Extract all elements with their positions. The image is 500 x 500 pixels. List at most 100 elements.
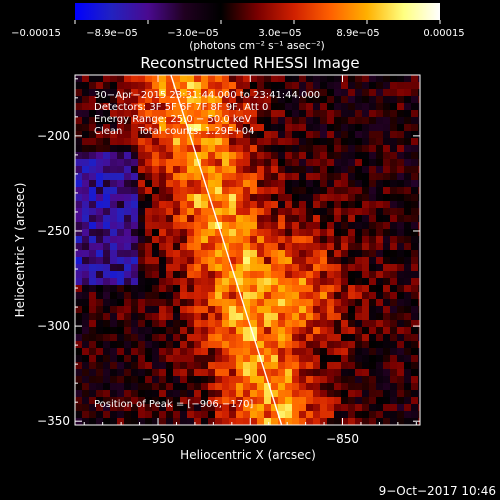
heatmap-cell	[285, 145, 292, 152]
heatmap-cell	[348, 264, 355, 271]
heatmap-cell	[320, 299, 327, 306]
heatmap-cell	[383, 292, 390, 299]
heatmap-cell	[411, 362, 418, 369]
heatmap-cell	[418, 138, 420, 145]
heatmap-cell	[257, 152, 264, 159]
heatmap-cell	[110, 138, 117, 145]
heatmap-cell	[320, 369, 327, 376]
heatmap-cell	[355, 166, 362, 173]
heatmap-cell	[250, 383, 257, 390]
heatmap-cell	[236, 145, 243, 152]
heatmap-cell	[404, 187, 411, 194]
heatmap-cell	[187, 152, 194, 159]
heatmap-cell	[292, 257, 299, 264]
heatmap-cell	[229, 131, 236, 138]
heatmap-cell	[285, 250, 292, 257]
heatmap-cell	[152, 215, 159, 222]
heatmap-cell	[257, 89, 264, 96]
heatmap-cell	[313, 89, 320, 96]
heatmap-cell	[348, 187, 355, 194]
heatmap-cell	[243, 89, 250, 96]
heatmap-cell	[103, 124, 110, 131]
heatmap-cell	[327, 348, 334, 355]
heatmap-cell	[152, 299, 159, 306]
heatmap-cell	[82, 180, 89, 187]
heatmap-cell	[306, 173, 313, 180]
heatmap-cell	[215, 299, 222, 306]
heatmap-cell	[243, 299, 250, 306]
heatmap-cell	[341, 278, 348, 285]
heatmap-cell	[180, 418, 187, 425]
heatmap-cell	[278, 180, 285, 187]
heatmap-cell	[82, 173, 89, 180]
heatmap-cell	[159, 89, 166, 96]
heatmap-cell	[292, 355, 299, 362]
heatmap-cell	[215, 320, 222, 327]
heatmap-cell	[215, 131, 222, 138]
heatmap-cell	[306, 334, 313, 341]
heatmap-cell	[250, 180, 257, 187]
heatmap-cell	[257, 96, 264, 103]
heatmap-cell	[201, 229, 208, 236]
heatmap-cell	[138, 187, 145, 194]
heatmap-cell	[320, 334, 327, 341]
heatmap-cell	[117, 411, 124, 418]
heatmap-cell	[355, 194, 362, 201]
y-tick-label: −250	[37, 224, 70, 238]
heatmap-cell	[152, 124, 159, 131]
heatmap-cell	[96, 376, 103, 383]
heatmap-cell	[187, 96, 194, 103]
heatmap-cell	[166, 124, 173, 131]
heatmap-cell	[369, 341, 376, 348]
heatmap-cell	[404, 264, 411, 271]
heatmap-cell	[376, 278, 383, 285]
heatmap-cell	[320, 194, 327, 201]
heatmap-cell	[264, 117, 271, 124]
heatmap-cell	[243, 404, 250, 411]
heatmap-cell	[271, 236, 278, 243]
heatmap-cell	[355, 376, 362, 383]
heatmap-cell	[404, 334, 411, 341]
heatmap-cell	[390, 208, 397, 215]
heatmap-cell	[96, 404, 103, 411]
heatmap-cell	[292, 376, 299, 383]
heatmap-cell	[257, 173, 264, 180]
heatmap-cell	[306, 306, 313, 313]
heatmap-cell	[306, 194, 313, 201]
heatmap-cell	[215, 166, 222, 173]
heatmap-cell	[397, 418, 404, 425]
heatmap-cell	[159, 327, 166, 334]
heatmap-cell	[124, 208, 131, 215]
heatmap-cell	[131, 299, 138, 306]
heatmap-cell	[397, 159, 404, 166]
heatmap-cell	[313, 369, 320, 376]
heatmap-cell	[124, 250, 131, 257]
heatmap-cell	[89, 194, 96, 201]
heatmap-cell	[187, 390, 194, 397]
heatmap-cell	[215, 138, 222, 145]
heatmap-cell	[145, 348, 152, 355]
heatmap-cell	[348, 369, 355, 376]
heatmap-cell	[327, 152, 334, 159]
heatmap-cell	[180, 208, 187, 215]
heatmap-cell	[145, 376, 152, 383]
heatmap-cell	[299, 229, 306, 236]
heatmap-cell	[243, 131, 250, 138]
heatmap-cell	[341, 390, 348, 397]
heatmap-cell	[243, 215, 250, 222]
heatmap-cell	[82, 215, 89, 222]
heatmap-cell	[152, 75, 159, 82]
heatmap-cell	[236, 271, 243, 278]
heatmap-cell	[383, 243, 390, 250]
heatmap-cell	[355, 383, 362, 390]
heatmap-cell	[222, 180, 229, 187]
heatmap-cell	[383, 82, 390, 89]
heatmap-cell	[173, 117, 180, 124]
heatmap-cell	[355, 236, 362, 243]
heatmap-cell	[264, 369, 271, 376]
heatmap-cell	[313, 229, 320, 236]
heatmap-cell	[397, 264, 404, 271]
heatmap-cell	[278, 152, 285, 159]
heatmap-cells	[75, 75, 420, 425]
heatmap-cell	[131, 271, 138, 278]
